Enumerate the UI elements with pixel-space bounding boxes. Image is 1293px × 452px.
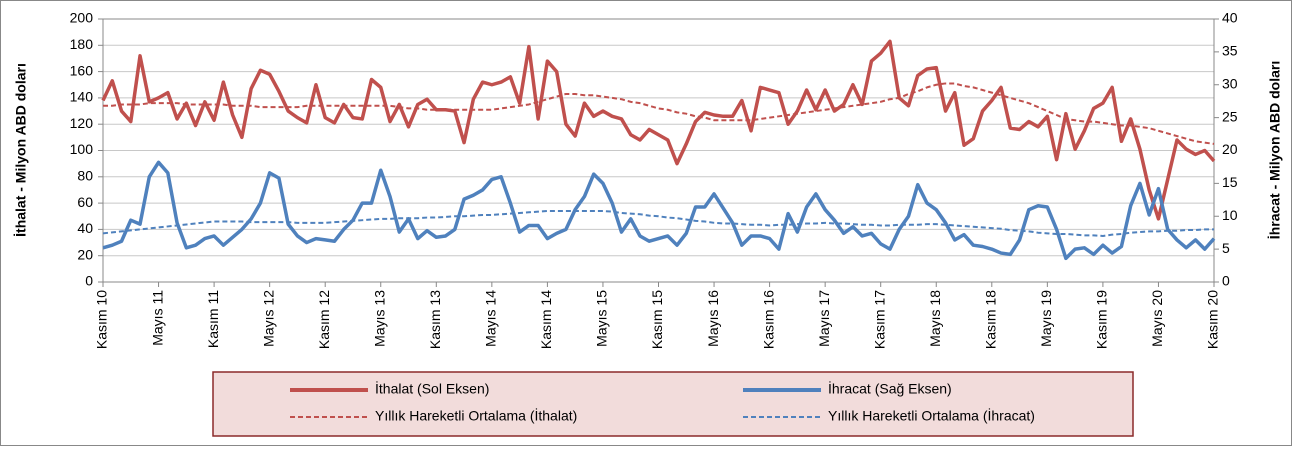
y2-tick-label: 0 xyxy=(1222,273,1230,289)
y-axis-title: İthalat - Milyon ABD doları xyxy=(13,63,29,237)
x-tick-label: Kasım 14 xyxy=(538,290,554,349)
legend-label: İhracat (Sağ Eksen) xyxy=(828,380,952,397)
y-tick-label: 120 xyxy=(70,115,94,131)
legend-label: İthalat (Sol Eksen) xyxy=(375,380,489,397)
x-tick-label: Kasım 16 xyxy=(760,290,776,349)
x-tick-label: Mayıs 15 xyxy=(594,290,610,347)
y2-tick-label: 20 xyxy=(1222,141,1238,157)
y-tick-label: 100 xyxy=(70,141,94,157)
x-tick-label: Kasım 13 xyxy=(427,290,443,349)
series-line xyxy=(102,160,1216,261)
x-tick-label: Mayıs 12 xyxy=(260,290,276,347)
x-tick-label: Mayıs 17 xyxy=(816,290,832,347)
y2-tick-label: 30 xyxy=(1222,75,1238,91)
series-line xyxy=(101,39,1216,221)
y2-tick-label: 35 xyxy=(1222,43,1238,59)
series-line xyxy=(102,209,1214,237)
y-tick-label: 140 xyxy=(70,89,94,105)
x-tick-label: Kasım 19 xyxy=(1094,290,1110,349)
x-tick-label: Kasım 20 xyxy=(1205,290,1221,349)
y-tick-label: 160 xyxy=(70,62,94,78)
legend-label: Yıllık Hareketli Ortalama (İthalat) xyxy=(375,407,577,424)
y2-tick-label: 25 xyxy=(1222,108,1238,124)
x-tick-label: Mayıs 20 xyxy=(1149,290,1165,347)
x-tick-label: Mayıs 16 xyxy=(705,290,721,347)
x-tick-label: Kasım 12 xyxy=(316,290,332,349)
y2-axis-title: İhracat - Milyon ABD doları xyxy=(1267,61,1283,239)
y-tick-label: 60 xyxy=(77,194,93,210)
x-tick-label: Kasım 10 xyxy=(94,290,110,349)
y-tick-label: 0 xyxy=(85,273,93,289)
x-tick-label: Kasım 18 xyxy=(983,290,999,349)
x-tick-label: Mayıs 14 xyxy=(483,290,499,347)
series-line xyxy=(103,82,1215,145)
y-tick-label: 80 xyxy=(77,168,93,184)
x-tick-label: Mayıs 11 xyxy=(149,290,165,346)
legend-box xyxy=(212,371,1134,437)
legend-label: Yıllık Hareketli Ortalama (İhracat) xyxy=(828,407,1035,424)
x-tick-label: Mayıs 18 xyxy=(927,290,943,347)
x-tick-label: Mayıs 13 xyxy=(371,290,387,347)
y-tick-label: 20 xyxy=(77,246,93,262)
x-tick-label: Kasım 15 xyxy=(649,290,665,349)
y2-tick-label: 5 xyxy=(1222,240,1230,256)
x-tick-label: Mayıs 19 xyxy=(1038,290,1054,347)
y-tick-label: 180 xyxy=(70,36,94,52)
y-tick-label: 200 xyxy=(70,10,94,26)
x-tick-label: Kasım 17 xyxy=(871,290,887,349)
y-tick-label: 40 xyxy=(77,220,93,236)
y2-tick-label: 10 xyxy=(1222,207,1238,223)
y2-tick-label: 40 xyxy=(1222,10,1238,26)
x-tick-label: Kasım 11 xyxy=(205,290,221,348)
y2-tick-label: 15 xyxy=(1222,174,1238,190)
